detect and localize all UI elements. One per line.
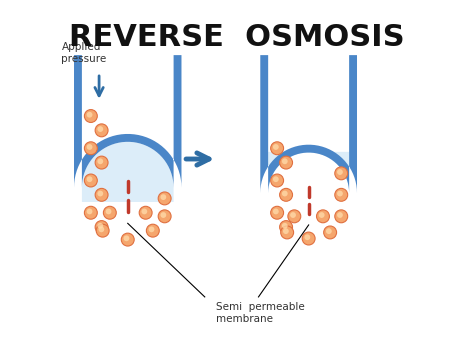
Circle shape	[319, 212, 325, 218]
Circle shape	[304, 234, 310, 240]
Circle shape	[97, 223, 103, 229]
Circle shape	[282, 191, 288, 196]
Circle shape	[97, 158, 103, 164]
PathPatch shape	[260, 55, 357, 193]
Circle shape	[335, 167, 348, 180]
Circle shape	[271, 174, 283, 187]
Circle shape	[84, 142, 97, 155]
Circle shape	[335, 188, 348, 201]
Circle shape	[337, 169, 343, 175]
Circle shape	[97, 126, 103, 132]
Text: Semi  permeable
membrane: Semi permeable membrane	[216, 302, 304, 324]
Circle shape	[121, 233, 134, 246]
PathPatch shape	[268, 138, 349, 193]
Circle shape	[271, 142, 283, 155]
Circle shape	[87, 144, 92, 150]
Circle shape	[124, 235, 129, 241]
Circle shape	[280, 188, 292, 201]
Circle shape	[158, 192, 171, 205]
Circle shape	[97, 191, 103, 196]
Circle shape	[95, 156, 108, 169]
Circle shape	[324, 226, 337, 239]
Circle shape	[99, 226, 104, 232]
Circle shape	[273, 176, 279, 182]
Circle shape	[95, 188, 108, 201]
Circle shape	[96, 224, 109, 237]
Circle shape	[106, 209, 111, 214]
Circle shape	[95, 124, 108, 137]
Circle shape	[271, 206, 283, 219]
Circle shape	[335, 210, 348, 223]
Circle shape	[149, 226, 155, 232]
Circle shape	[160, 212, 166, 218]
Circle shape	[95, 221, 108, 234]
Circle shape	[158, 210, 171, 223]
Circle shape	[87, 176, 92, 182]
Circle shape	[280, 221, 292, 234]
Circle shape	[103, 206, 116, 219]
Circle shape	[288, 210, 301, 223]
Circle shape	[326, 228, 332, 234]
Circle shape	[283, 228, 289, 234]
Circle shape	[281, 226, 293, 239]
Circle shape	[282, 223, 288, 229]
Circle shape	[84, 110, 97, 122]
Circle shape	[337, 191, 343, 196]
Circle shape	[141, 209, 147, 214]
Circle shape	[290, 212, 296, 218]
Circle shape	[280, 156, 292, 169]
Circle shape	[84, 174, 97, 187]
Text: REVERSE  OSMOSIS: REVERSE OSMOSIS	[69, 23, 405, 52]
Circle shape	[282, 158, 288, 164]
Circle shape	[146, 224, 159, 237]
Circle shape	[84, 206, 97, 219]
Circle shape	[87, 112, 92, 118]
Circle shape	[273, 209, 279, 214]
Circle shape	[317, 210, 329, 223]
Circle shape	[273, 144, 279, 150]
Circle shape	[139, 206, 152, 219]
Circle shape	[160, 194, 166, 200]
Text: Applied
pressure: Applied pressure	[62, 43, 107, 64]
PathPatch shape	[74, 55, 182, 188]
PathPatch shape	[82, 105, 173, 202]
Circle shape	[337, 212, 343, 218]
Circle shape	[302, 232, 315, 245]
Circle shape	[87, 209, 92, 214]
